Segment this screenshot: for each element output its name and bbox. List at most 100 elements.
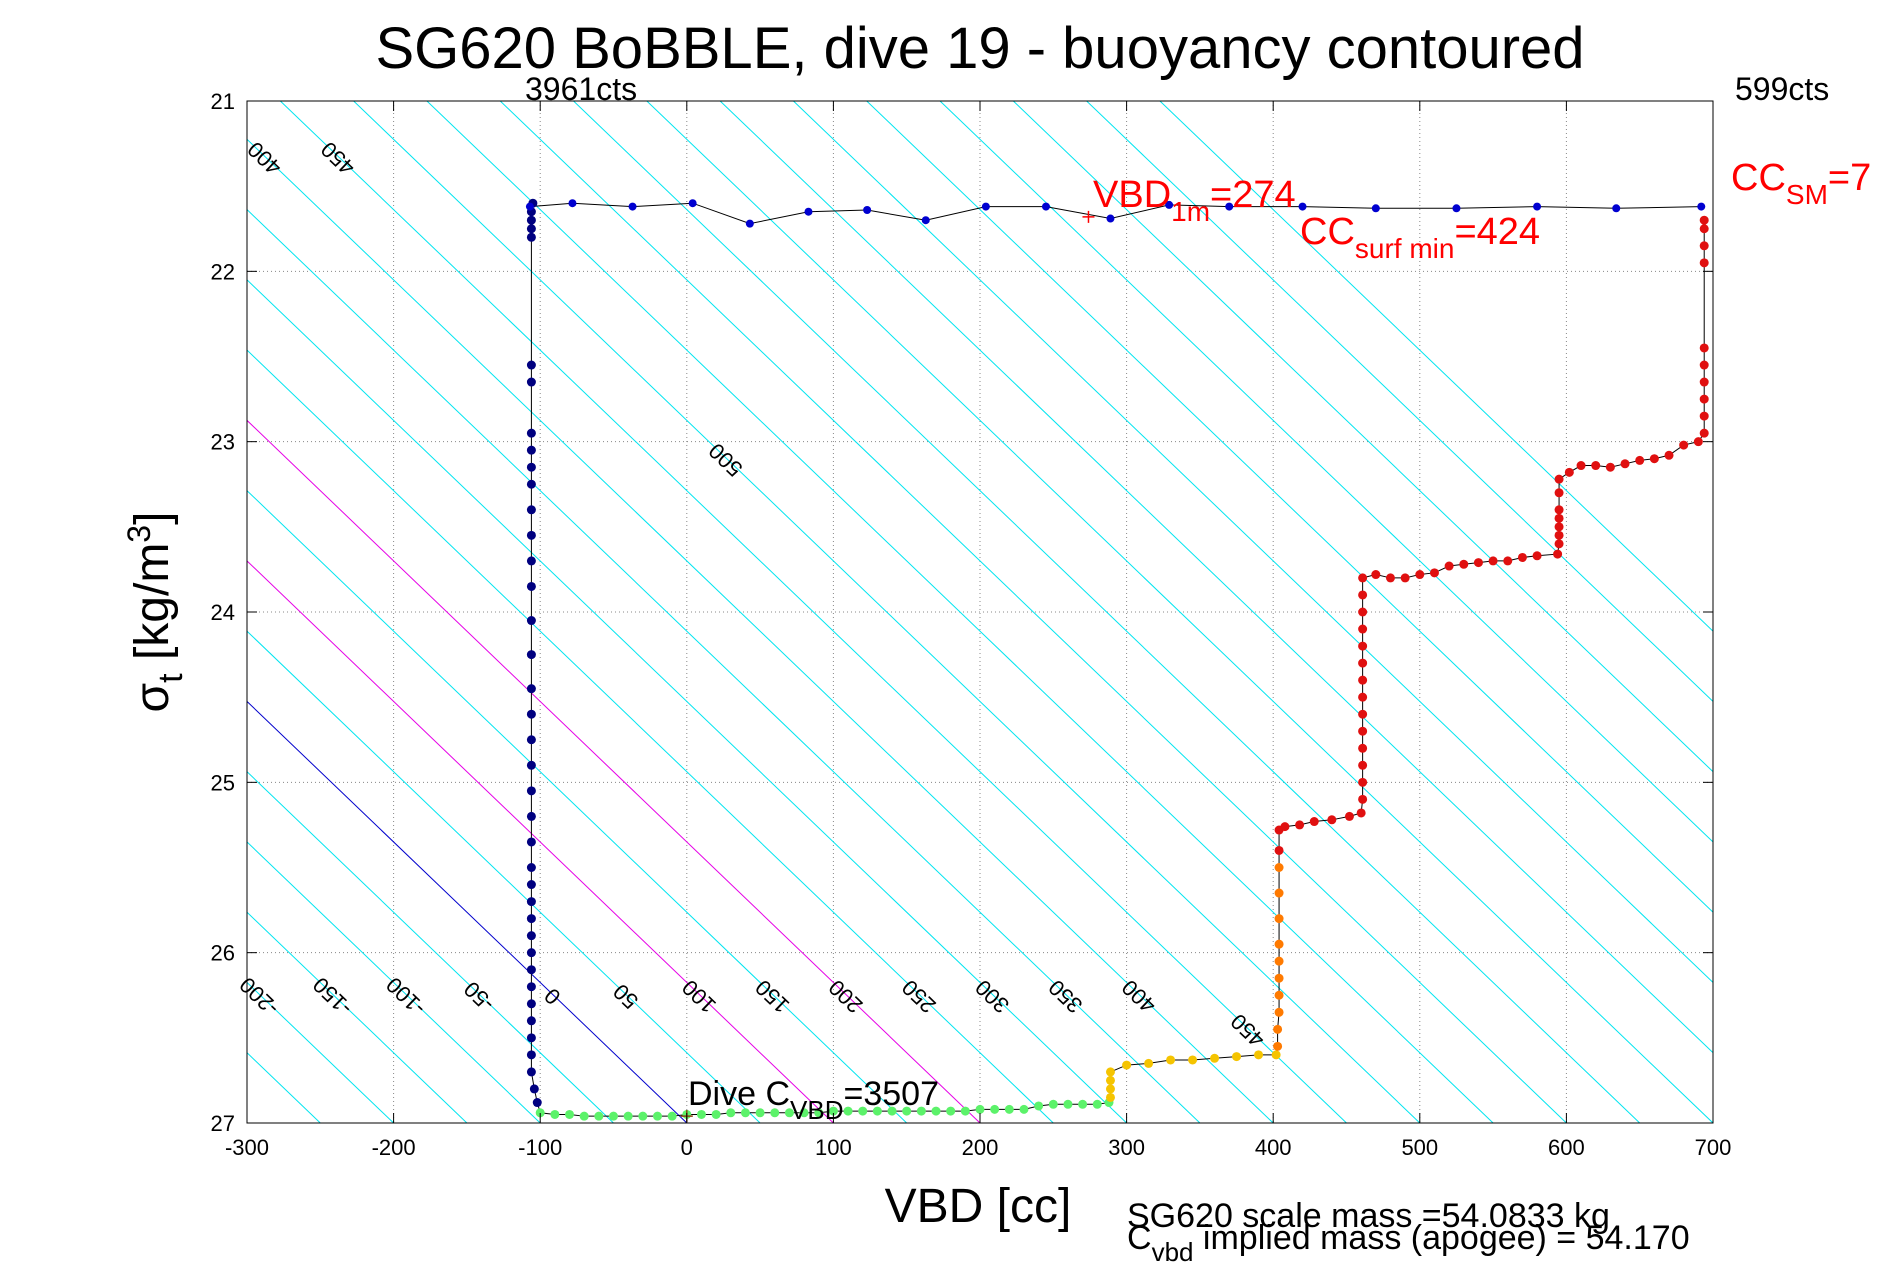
top-left-counts-label: 3961cts: [525, 71, 637, 107]
contour-line-700: [646, 101, 1713, 1123]
data-point: [1165, 200, 1174, 209]
data-point: [1092, 1099, 1102, 1109]
data-point: [594, 1111, 604, 1121]
y-tick-label: 25: [211, 770, 235, 795]
data-point: [1444, 561, 1454, 571]
data-point: [532, 1098, 542, 1108]
data-point: [1452, 204, 1461, 213]
x-tick-label: -200: [372, 1135, 416, 1160]
data-point: [1699, 258, 1709, 268]
data-point: [1664, 450, 1674, 460]
data-point: [1358, 641, 1368, 651]
contour-line-1050: [1159, 101, 1713, 632]
data-point: [526, 650, 536, 660]
data-point: [550, 1109, 560, 1119]
data-point: [770, 1108, 780, 1118]
data-point: [526, 914, 536, 924]
top-right-counts-label: 599cts: [1735, 71, 1829, 107]
chart-title: SG620 BoBBLE, dive 19 - buoyancy contour…: [375, 16, 1584, 81]
cc-surf-min-annotation: CCsurf min=424: [1300, 211, 1540, 264]
data-point: [688, 199, 697, 208]
data-point: [1533, 202, 1542, 211]
data-point: [1144, 1058, 1154, 1068]
contour-line-900: [939, 101, 1713, 843]
data-point: [1048, 1099, 1058, 1109]
axis-ticks: -300 -200 -100 0 100 200 300 400 500 600 700 21 22 23…: [211, 89, 1732, 1160]
contour-line-0: [247, 700, 688, 1123]
data-point: [652, 1111, 662, 1121]
data-point: [1274, 973, 1284, 983]
data-point: [526, 735, 536, 745]
data-point: [843, 1106, 853, 1116]
data-point: [1019, 1104, 1029, 1114]
data-point: [1356, 808, 1366, 818]
data-point: [526, 684, 536, 694]
data-point: [1699, 215, 1709, 225]
data-point: [579, 1111, 589, 1121]
data-point: [525, 202, 534, 211]
data-point: [526, 811, 536, 821]
data-point: [1274, 845, 1284, 855]
data-point: [1273, 1024, 1283, 1034]
data-point: [1699, 360, 1709, 370]
data-point: [526, 863, 536, 872]
data-point: [1699, 343, 1709, 353]
data-point: [526, 360, 536, 370]
data-point: [1576, 461, 1586, 471]
data-point: [1344, 811, 1354, 821]
data-point: [526, 837, 536, 847]
data-point: [1254, 1050, 1264, 1060]
data-point: [1554, 505, 1564, 515]
data-point: [1358, 675, 1368, 685]
data-point: [1358, 777, 1368, 787]
data-point: [1517, 552, 1527, 562]
data-point: [526, 479, 536, 489]
data-point: [1271, 1050, 1281, 1060]
marker-plus: [1082, 210, 1095, 223]
data-point: [526, 1050, 536, 1060]
data-point: [745, 219, 754, 228]
data-point: [1553, 549, 1563, 559]
contour-line-450: [279, 101, 1347, 1123]
data-point: [1358, 743, 1368, 753]
data-point: [1034, 1101, 1044, 1111]
scale-mass-note: SG620 scale mass =54.0833 kg: [1127, 1197, 1610, 1235]
data-point: [526, 965, 536, 975]
dive-cvbd-annotation: Dive CVBD=3507: [688, 1075, 939, 1125]
data-point: [628, 202, 637, 211]
contour-lines: [0, 101, 1713, 1123]
data-point: [755, 1108, 765, 1118]
data-point: [535, 1108, 545, 1118]
contour-line-200: [247, 419, 981, 1123]
y-tick-label: 26: [211, 941, 235, 966]
contour-line-50: [247, 630, 761, 1123]
data-point: [1166, 1055, 1176, 1065]
data-point: [1679, 440, 1689, 450]
data-point: [828, 1106, 838, 1116]
contour-line-850: [866, 101, 1713, 913]
x-tick-label: 0: [681, 1135, 693, 1160]
contour-line--400: [0, 101, 100, 1123]
data-point: [1554, 474, 1564, 484]
data-point: [740, 1108, 750, 1118]
y-tick-label: 21: [211, 89, 235, 114]
contour-line-1000: [1086, 101, 1713, 703]
contour-line-600: [499, 101, 1567, 1123]
y-tick-label: 24: [211, 600, 235, 625]
data-point: [1699, 428, 1709, 438]
data-point: [1358, 590, 1368, 600]
data-point: [711, 1109, 721, 1119]
contour-line--150: [247, 911, 468, 1123]
data-point: [1122, 1060, 1132, 1070]
data-point: [1697, 202, 1706, 211]
data-point: [1699, 224, 1709, 234]
x-tick-label: 200: [962, 1135, 999, 1160]
data-point: [526, 224, 536, 234]
data-point: [1105, 1084, 1115, 1094]
x-tick-label: 100: [815, 1135, 852, 1160]
cc-sm-annotation: CCSM=7: [1731, 157, 1871, 210]
data-point: [1554, 530, 1564, 540]
data-point: [946, 1106, 956, 1116]
data-point: [1232, 1052, 1242, 1062]
data-point: [1459, 559, 1469, 569]
